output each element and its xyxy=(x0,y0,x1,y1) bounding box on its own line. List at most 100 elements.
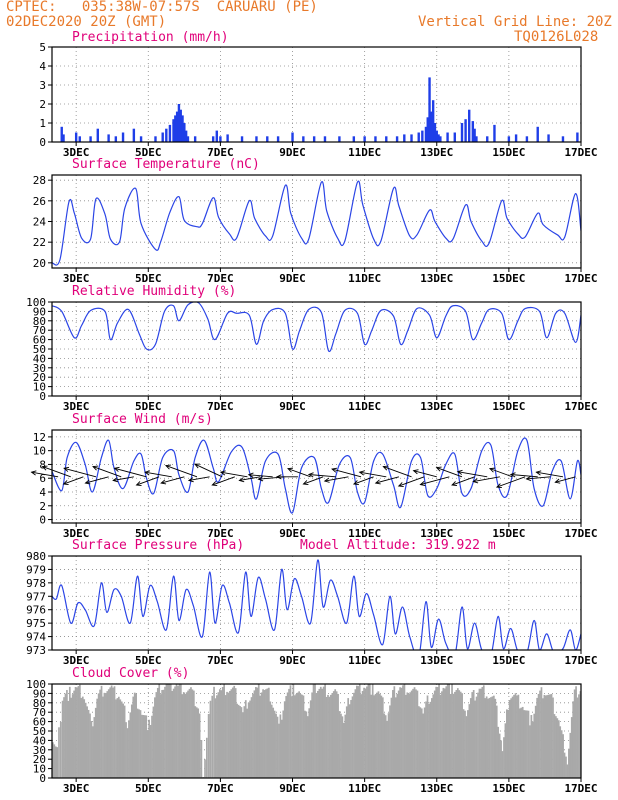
precip-bar xyxy=(424,126,428,142)
wind-arrow xyxy=(145,471,172,478)
cloud-bar xyxy=(557,720,560,778)
y-tick-label: 60 xyxy=(33,334,46,347)
wind-arrowhead xyxy=(63,466,70,472)
cloud-bar xyxy=(154,697,156,778)
cloud-bar xyxy=(516,695,518,778)
wind-arrowhead xyxy=(554,478,561,484)
cloud-bar xyxy=(194,706,197,778)
cloud-bar xyxy=(361,690,364,778)
wind-arrow xyxy=(536,471,564,478)
cloud-bar xyxy=(93,717,96,778)
cloud-bar xyxy=(229,690,231,778)
precip-bar xyxy=(417,132,420,142)
x-tick-label: 11DEC xyxy=(348,272,381,285)
cloud-bar xyxy=(327,694,329,778)
y-tick-label: 974 xyxy=(26,631,46,644)
precip-bar xyxy=(338,136,341,142)
cloud-bar xyxy=(283,701,286,778)
cloud-bar xyxy=(244,700,247,778)
cloud-bar xyxy=(167,684,169,778)
cloud-bar xyxy=(216,695,218,778)
cloud-bar xyxy=(233,685,236,778)
cloud-bar xyxy=(130,704,133,778)
cloud-bar xyxy=(117,696,120,778)
wind-arrow xyxy=(136,476,160,486)
cloud-bar xyxy=(311,692,313,778)
cloud-bar xyxy=(387,713,390,778)
cloud-bar xyxy=(536,697,538,778)
cloud-bar xyxy=(383,713,386,778)
cloud-bar xyxy=(472,690,475,778)
wind-arrowhead xyxy=(374,479,381,485)
x-tick-label: 15DEC xyxy=(492,654,525,667)
y-tick-label: 50 xyxy=(33,343,46,356)
wind-arrowhead xyxy=(509,472,516,478)
cloud-bar xyxy=(465,716,468,778)
cloud-bar xyxy=(393,686,396,778)
precip-bar xyxy=(468,109,471,142)
precip-bar xyxy=(536,126,539,142)
cloud-bar xyxy=(255,687,257,778)
cloud-bar xyxy=(504,723,507,778)
cloud-bar xyxy=(381,697,384,778)
run-datetime: 02DEC2020 20Z (GMT) xyxy=(6,14,167,30)
precip-bar xyxy=(421,130,424,142)
x-tick-label: 11DEC xyxy=(348,146,381,159)
wind-arrowhead xyxy=(451,481,458,487)
cloud-bar xyxy=(321,688,324,778)
x-tick-label: 5DEC xyxy=(135,400,162,413)
cloud-bar xyxy=(181,694,184,778)
wind-arrowhead xyxy=(30,470,37,476)
wind-arrow xyxy=(436,467,463,478)
cloud-bar xyxy=(126,728,129,778)
cloud-bar xyxy=(90,721,93,778)
y-tick-label: 980 xyxy=(26,550,46,563)
cloud-bar xyxy=(402,685,404,778)
cloud-bar xyxy=(439,694,442,778)
model-code: TQ0126L028 xyxy=(514,29,599,45)
y-tick-label: 10 xyxy=(33,763,46,776)
cloud-bar xyxy=(493,695,495,778)
y-tick-label: 4 xyxy=(39,60,46,73)
pres-subtitle: Model Altitude: 319.922 m xyxy=(300,538,496,553)
cloud-bar xyxy=(168,684,171,778)
cloud-bar xyxy=(89,713,91,778)
cloud-bar xyxy=(508,699,511,778)
cloud-bar xyxy=(497,726,500,778)
precip-bar xyxy=(96,128,99,142)
wind-arrowhead xyxy=(62,480,69,485)
cloud-bar xyxy=(56,747,59,778)
cloud-bar xyxy=(112,687,114,778)
precip-bar xyxy=(132,128,136,142)
cloud-bar xyxy=(105,693,107,778)
precip-bar xyxy=(302,136,305,142)
cloud-bar xyxy=(373,695,375,778)
wind-arrow xyxy=(457,471,488,478)
x-tick-label: 17DEC xyxy=(564,782,597,795)
cloud-bar xyxy=(158,684,161,778)
cloud-bar xyxy=(570,717,573,778)
grid-note: Vertical Grid Line: 20Z xyxy=(418,14,612,30)
wind-arrow xyxy=(64,467,97,478)
cloud-bar xyxy=(220,690,223,778)
cloud-bar xyxy=(198,713,201,778)
x-tick-label: 5DEC xyxy=(135,146,162,159)
cloud-bar xyxy=(191,689,194,778)
cloud-bar xyxy=(573,689,576,778)
cloud-bar xyxy=(531,721,534,778)
precip-bar xyxy=(547,134,550,142)
precip-bar xyxy=(219,136,222,142)
wind-arrow xyxy=(359,471,387,478)
cloud-bar xyxy=(430,698,433,778)
cloud-bar xyxy=(142,715,145,778)
cloud-bar xyxy=(578,694,580,778)
cloud-bar xyxy=(54,746,57,778)
cloud-bar xyxy=(438,684,440,778)
cloud-bar xyxy=(87,709,90,778)
precip-bar xyxy=(78,136,81,142)
cloud-bar xyxy=(376,692,378,778)
cloud-bar xyxy=(363,687,365,778)
cloud-bar xyxy=(275,713,277,778)
cloud-bar xyxy=(204,759,206,778)
precip-bar xyxy=(446,132,449,142)
